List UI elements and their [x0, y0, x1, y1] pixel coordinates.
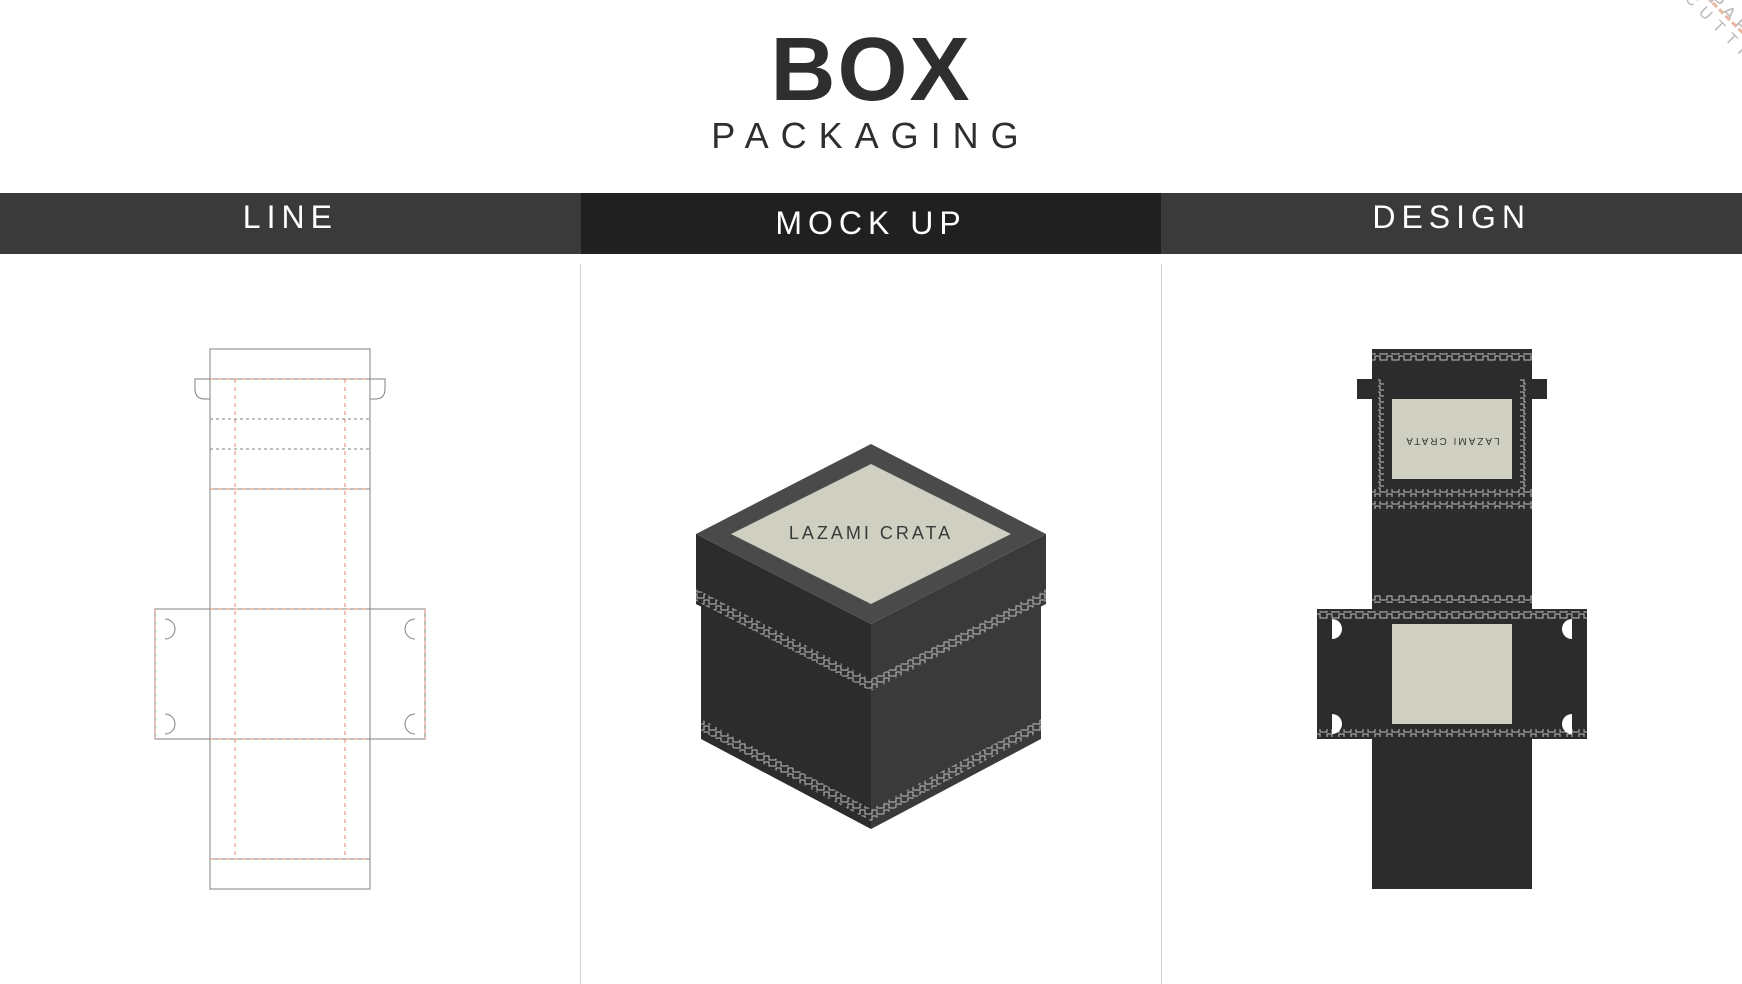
dieline-svg — [90, 319, 490, 919]
title-sub: PACKAGING — [0, 115, 1742, 157]
design-brand: LAZAMI CRATA — [1404, 435, 1499, 446]
panel-design: LAZAMI CRATA — [1162, 254, 1742, 984]
mockup-svg: LAZAMI CRATA — [641, 389, 1101, 849]
tab-design: DESIGN — [1161, 193, 1742, 254]
tab-row: LINE MOCK UP DESIGN — [0, 193, 1742, 254]
panel-line — [0, 254, 580, 984]
title-main: BOX — [0, 30, 1742, 111]
tab-mockup: MOCK UP — [581, 193, 1162, 254]
mockup-brand: LAZAMI CRATA — [789, 523, 953, 543]
tab-line: LINE — [0, 193, 581, 254]
header: BOX PACKAGING — [0, 0, 1742, 157]
design-svg: LAZAMI CRATA — [1252, 319, 1652, 919]
panels: LAZAMI CRATA — [0, 254, 1742, 984]
panel-mockup: LAZAMI CRATA — [581, 254, 1161, 984]
